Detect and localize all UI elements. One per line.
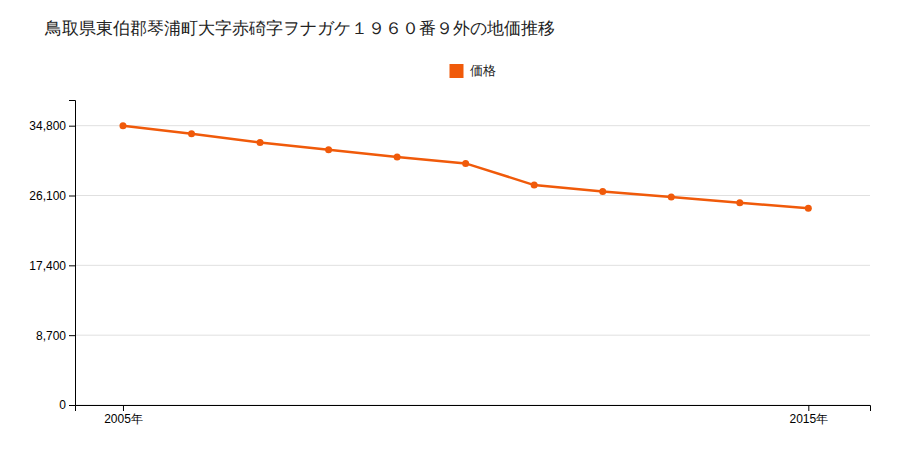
tick-mark — [123, 405, 124, 411]
point — [257, 139, 264, 146]
legend: 価格 — [450, 63, 496, 78]
grid-line — [75, 195, 870, 196]
tick-mark — [69, 196, 75, 197]
grid-line — [75, 265, 870, 266]
point — [394, 153, 401, 160]
plot-area: 2005年 2015年 0 8,700 17,400 26,100 34,800 — [29, 101, 870, 426]
tick-mark — [69, 126, 75, 127]
tick-mark — [808, 405, 809, 411]
tick-label: 2005年 — [104, 412, 143, 426]
point — [668, 194, 675, 201]
tick-mark — [69, 405, 75, 406]
tick-label: 8,700 — [36, 329, 66, 343]
point — [188, 130, 195, 137]
point — [599, 188, 606, 195]
x-axis: 2005年 2015年 — [76, 405, 871, 426]
tick: 2015年 — [789, 405, 828, 426]
tick: 2005年 — [104, 405, 143, 426]
grid-line — [75, 335, 870, 336]
grid — [75, 126, 870, 405]
y-axis: 0 8,700 17,400 26,100 34,800 — [29, 101, 75, 413]
line — [123, 126, 808, 209]
point — [325, 146, 332, 153]
legend-item: 価格 — [450, 63, 496, 78]
tick-label: 0 — [59, 398, 66, 412]
chart: 2005年 2015年 0 8,700 17,400 26,100 34,800 鳥取県東伯郡… — [0, 0, 900, 450]
title: 鳥取県東伯郡琴浦町大字赤碕字ヲナガケ１９６０番９外の地価推移 — [44, 18, 555, 38]
point — [119, 122, 126, 129]
tick-mark — [69, 265, 75, 266]
point — [531, 182, 538, 189]
legend-swatch — [450, 64, 464, 78]
point — [805, 205, 812, 212]
tick: 0 — [59, 398, 75, 412]
legend-label: 価格 — [470, 63, 496, 78]
tick-label: 17,400 — [29, 259, 66, 273]
point — [736, 199, 743, 206]
tick: 8,700 — [36, 329, 75, 343]
grid-line — [75, 125, 870, 126]
axis-line — [69, 101, 76, 406]
tick: 34,800 — [29, 119, 75, 133]
data-layer — [119, 122, 811, 212]
tick: 17,400 — [29, 259, 75, 273]
axis-line — [76, 406, 871, 412]
tick-label: 26,100 — [29, 189, 66, 203]
tick: 26,100 — [29, 189, 75, 203]
tick-label: 34,800 — [29, 119, 66, 133]
point — [462, 160, 469, 167]
tick-mark — [69, 335, 75, 336]
tick-label: 2015年 — [789, 412, 828, 426]
